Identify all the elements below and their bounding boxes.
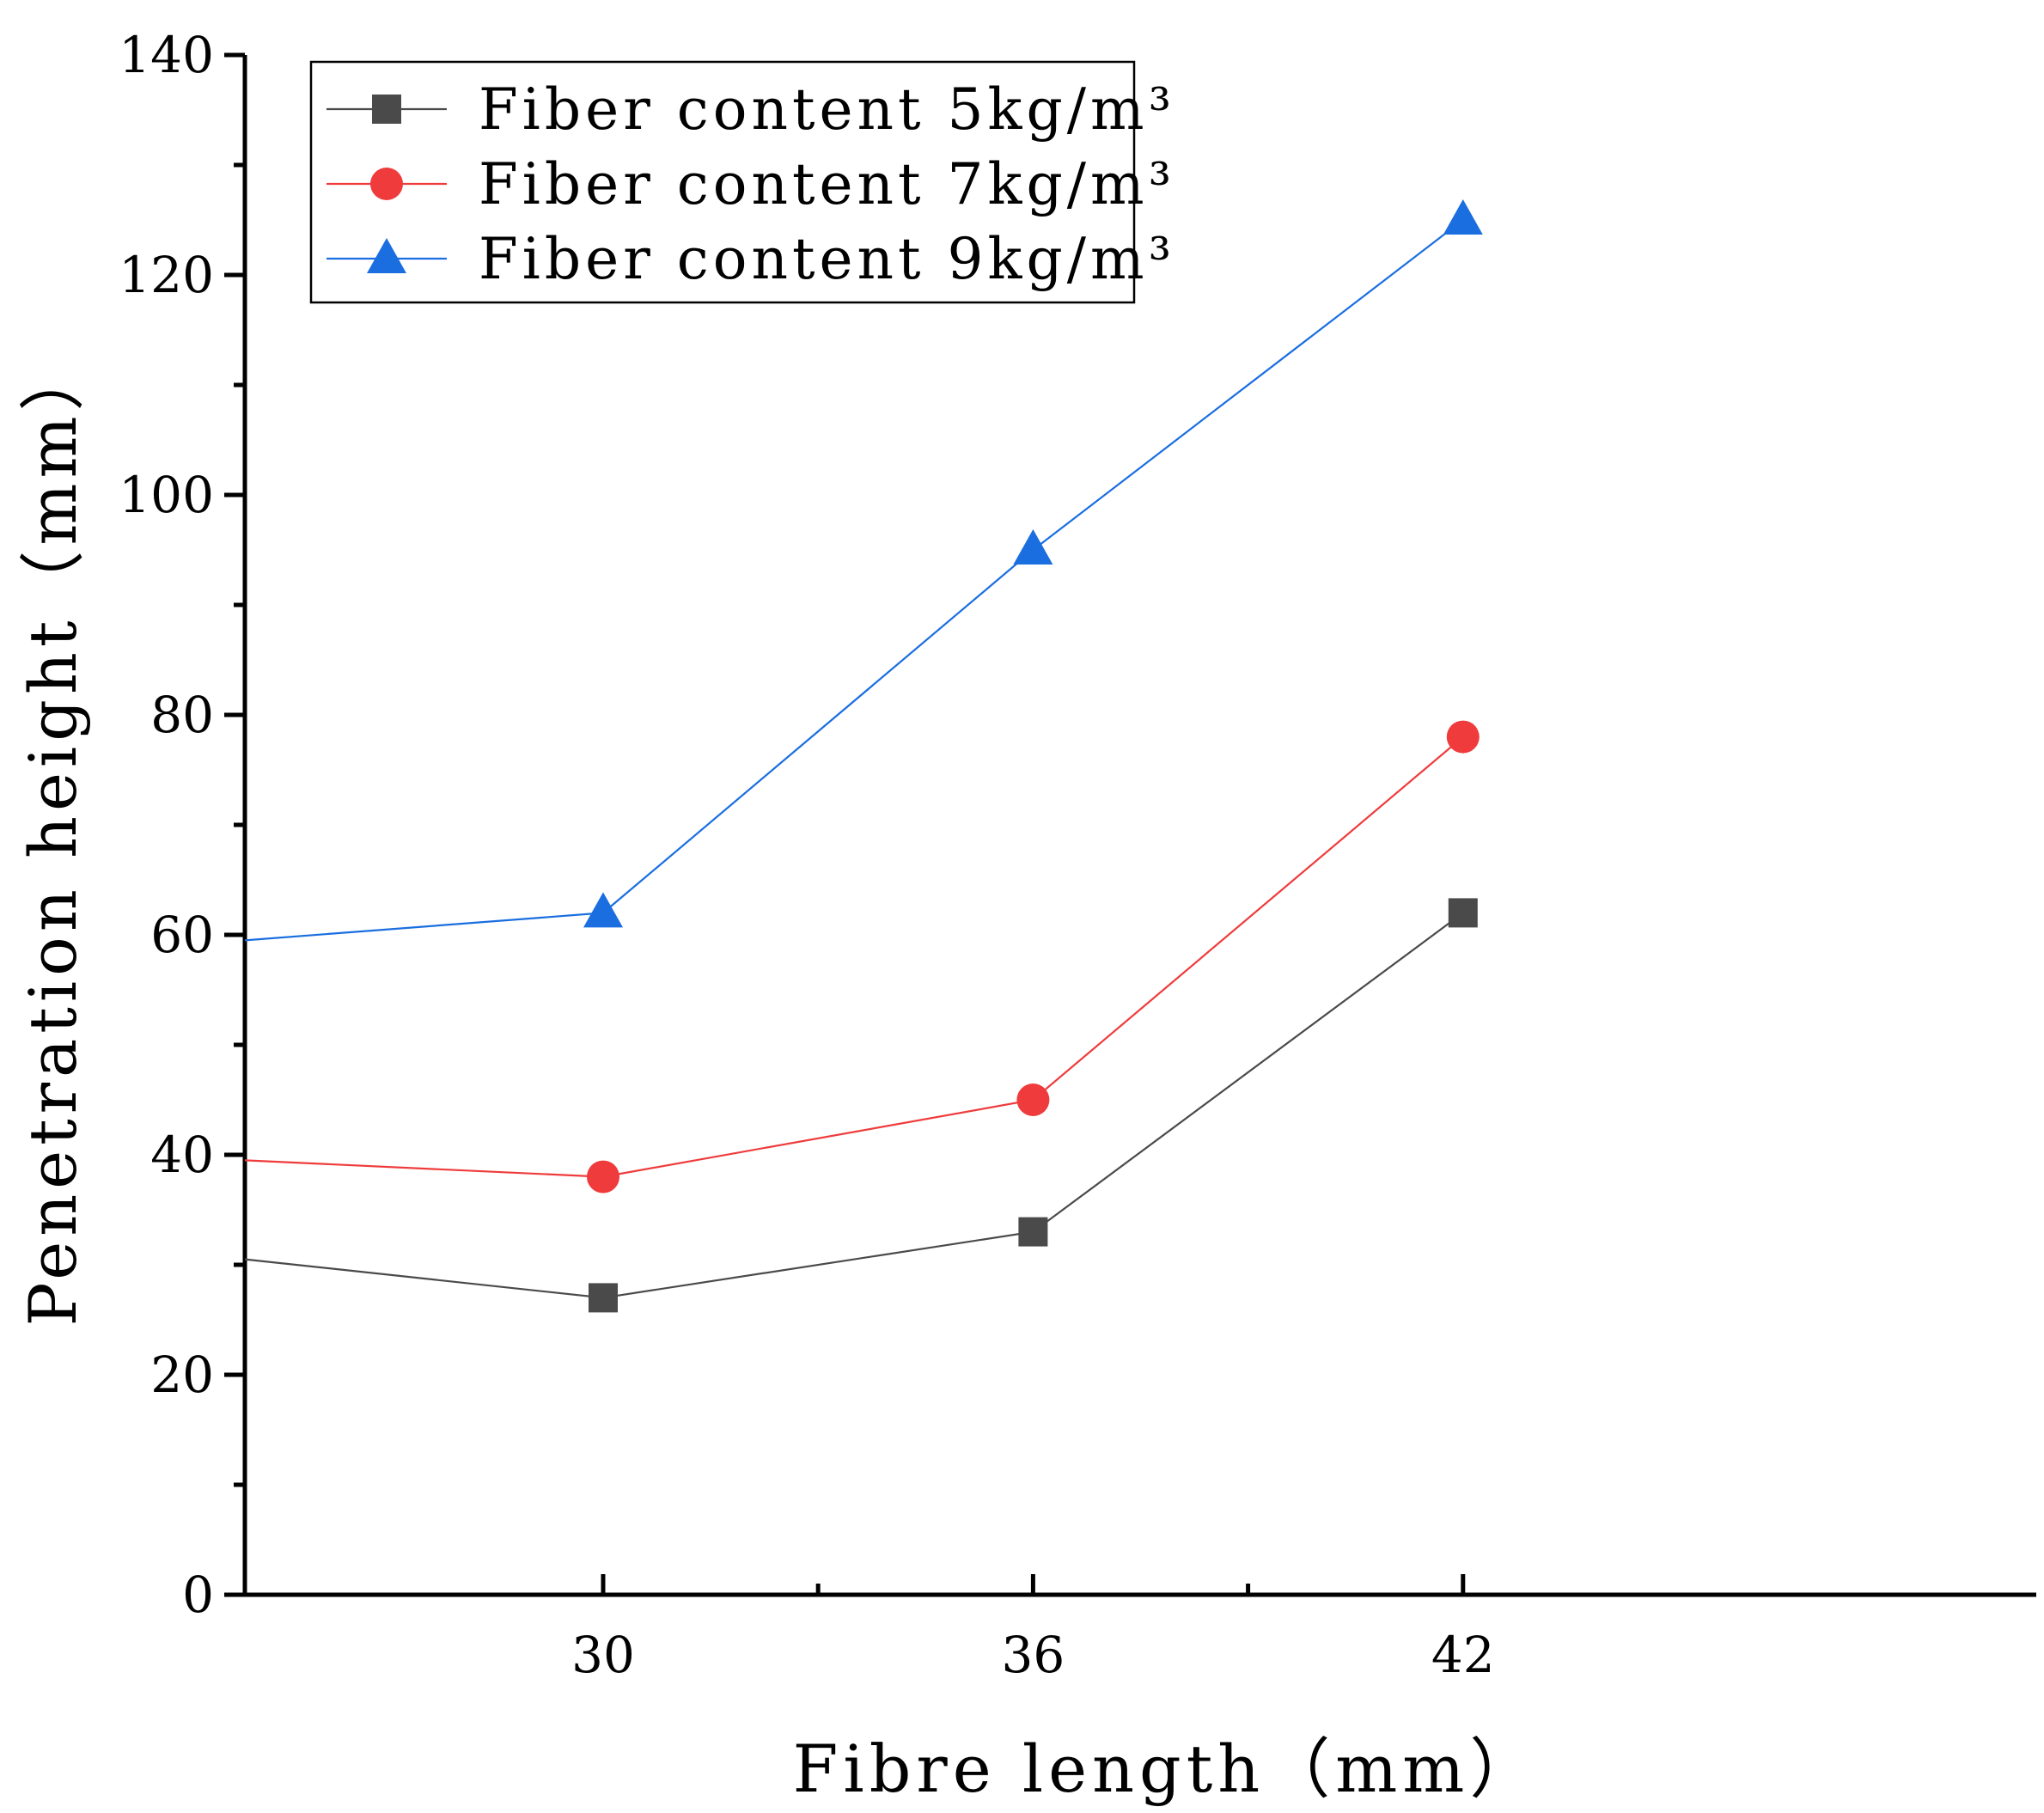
data-point [1018,1217,1048,1247]
series-line [244,219,1464,942]
y-tick-label: 60 [150,906,214,964]
y-tick-label: 20 [150,1346,214,1404]
data-point [1443,199,1483,235]
data-point [583,892,623,928]
y-tick-label: 140 [119,26,214,84]
data-point [589,1283,618,1313]
x-tick-label: 42 [1431,1626,1495,1684]
data-point [1013,529,1053,565]
series-line [244,736,1464,1178]
x-tick-label: 36 [1001,1626,1065,1684]
legend-marker [367,238,406,273]
legend-box [309,60,1136,304]
series-2 [244,720,1480,1193]
y-tick-label: 120 [119,246,214,304]
y-tick-label: 40 [150,1126,214,1184]
legend-label: Fiber content 5kg/m³ [479,76,1175,143]
data-point [1016,1084,1050,1116]
legend-label: Fiber content 9kg/m³ [479,226,1175,292]
series-layer [244,199,1483,1313]
y-tick-label: 0 [182,1566,214,1624]
x-axis-title: Fibre length（mm） [793,1731,1541,1807]
y-axis-title: Penetration height（mm） [15,340,91,1326]
data-point [1446,720,1480,754]
x-tick-label: 30 [571,1626,635,1684]
legend-label: Fiber content 7kg/m³ [479,151,1175,217]
data-point [1448,898,1478,928]
y-axis-ticks: 0 20 40 60 80 100 120 140 [119,26,245,1624]
y-tick-label: 80 [150,686,214,744]
legend: Fiber content 5kg/m³ Fiber content 7kg/m³… [309,60,1175,304]
data-point [587,1160,619,1193]
x-axis-ticks: 30 36 42 [571,1574,1495,1684]
y-tick-label: 100 [119,466,214,524]
series-3 [244,199,1483,942]
series-line [244,912,1464,1299]
series-1 [244,898,1478,1313]
legend-marker [372,95,401,124]
legend-marker [370,168,403,200]
